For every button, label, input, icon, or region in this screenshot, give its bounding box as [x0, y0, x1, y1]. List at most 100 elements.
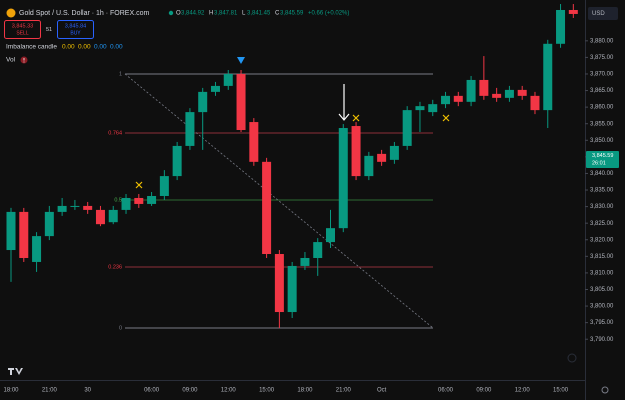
- fib-trendline: [124, 73, 434, 329]
- candle-body: [556, 9, 566, 44]
- fib-label: 0.764: [108, 130, 122, 136]
- sell-button[interactable]: [4, 20, 41, 39]
- price-tag-price: 3,845.59: [592, 153, 613, 159]
- candle-body: [83, 205, 93, 210]
- y-tick-label: 3,810.00: [590, 270, 614, 276]
- candle-body: [95, 209, 105, 225]
- fib-label: 0: [119, 325, 122, 331]
- candle-body: [453, 95, 463, 102]
- candle-body: [504, 89, 514, 98]
- candle-body: [313, 242, 323, 258]
- x-tick-label: 15:00: [259, 388, 275, 394]
- ohlc-key: L: [242, 11, 246, 17]
- y-tick-label: 3,870.00: [590, 72, 614, 78]
- y-tick-label: 3,865.00: [590, 88, 614, 94]
- axes: 3,790.00 3,795.00 3,800.00 3,805.00 3,810.00…: [3, 38, 614, 393]
- x-tick-label: 18:00: [297, 388, 313, 394]
- candle-body: [236, 73, 246, 131]
- candle-body: [441, 95, 451, 105]
- buy-button[interactable]: [57, 20, 94, 39]
- ohlc-key: C: [275, 11, 280, 17]
- indicator-value: 0.00: [62, 44, 75, 51]
- indicator-value: 0.00: [78, 44, 91, 51]
- candle-body: [402, 110, 412, 146]
- ohlc-value: 3,844.92: [181, 11, 205, 17]
- currency-button[interactable]: [588, 7, 618, 20]
- candle-body: [44, 211, 54, 237]
- candle-body: [185, 112, 195, 146]
- x-tick-label: 30: [84, 388, 91, 394]
- plot-area: 1 0.764 0.5 0.236 0: [6, 4, 578, 331]
- y-tick-label: 3,805.00: [590, 287, 614, 293]
- y-tick-label: 3,850.00: [590, 138, 614, 144]
- candle-body: [287, 265, 297, 313]
- ohlc-value: 3,841.45: [247, 11, 271, 17]
- candle-body: [262, 161, 272, 255]
- x-tick-label: 12:00: [221, 388, 237, 394]
- x-markers: [135, 114, 450, 189]
- y-tick-label: 3,825.00: [590, 221, 614, 227]
- ohlc-key: H: [209, 11, 213, 17]
- candle-body: [351, 126, 361, 177]
- candle-body: [364, 155, 374, 177]
- x-tick-label: 06:00: [144, 388, 160, 394]
- candle-body: [517, 89, 527, 96]
- indicator-value: 0.00: [94, 44, 107, 51]
- ohlc-value: 3,847.81: [214, 11, 238, 17]
- y-tick-label: 3,875.00: [590, 55, 614, 61]
- sell-label: SELL: [16, 30, 28, 36]
- candle-body: [19, 211, 29, 258]
- candle-body: [530, 95, 540, 111]
- candle-body: [300, 257, 310, 266]
- symbol-icon[interactable]: [6, 8, 16, 18]
- candle-body: [249, 122, 259, 162]
- candle-body: [198, 91, 208, 113]
- sell-price: 3,845.33: [12, 23, 33, 29]
- x-tick-label: 09:00: [476, 388, 492, 394]
- candle-body: [147, 195, 157, 204]
- y-tick-label: 3,835.00: [590, 188, 614, 194]
- ohlc-legend: O 3,844.92 H 3,847.81 L 3,841.45 C 3,845.59 +0.6…: [176, 11, 349, 17]
- x-tick-label: 15:00: [553, 388, 569, 394]
- price-tag: [586, 151, 619, 168]
- candle-body: [568, 9, 578, 14]
- x-tick-label: 12:00: [515, 388, 531, 394]
- y-tick-label: 3,800.00: [590, 304, 614, 310]
- x-tick-label: 21:00: [42, 388, 58, 394]
- x-tick-label: 18:00: [3, 388, 19, 394]
- y-tick-label: 3,855.00: [590, 121, 614, 127]
- price-tag-countdown: 26:01: [592, 160, 606, 166]
- y-tick-label: 3,830.00: [590, 204, 614, 210]
- candle-body: [159, 176, 169, 196]
- candle-body: [210, 85, 220, 92]
- currency: USD: [592, 11, 605, 17]
- scroll-button[interactable]: [567, 353, 577, 363]
- y-tick-label: 3,815.00: [590, 254, 614, 260]
- candle-body: [543, 43, 553, 111]
- buy-label: BUY: [70, 30, 81, 36]
- tv-logo[interactable]: [8, 368, 23, 375]
- x-tick-label: 06:00: [438, 388, 454, 394]
- candle-body: [70, 205, 80, 207]
- indicator-value: 0.00: [110, 44, 123, 51]
- change: +0.66 (+0.02%): [308, 11, 349, 17]
- triangle-marker: [237, 57, 245, 64]
- buy-price: 3,845.84: [65, 23, 86, 29]
- market-status: [168, 10, 174, 16]
- x-tick-label: Oct: [377, 388, 387, 394]
- symbol-title[interactable]: Gold Spot / U.S. Dollar · 1h · FOREX.com: [19, 10, 149, 17]
- y-tick-label: 3,840.00: [590, 171, 614, 177]
- indicator-name: Imbalance candle: [6, 44, 57, 51]
- y-tick-label: 3,790.00: [590, 337, 614, 343]
- candle-body: [338, 128, 348, 229]
- volume-warning-icon[interactable]: [20, 56, 28, 64]
- candle-body: [326, 228, 335, 243]
- x-tick-label: 09:00: [182, 388, 198, 394]
- settings-icon[interactable]: [601, 386, 609, 394]
- candle-body: [466, 79, 476, 102]
- fib-label: 1: [119, 71, 122, 77]
- candle-body: [6, 211, 16, 251]
- candle-body: [428, 104, 438, 113]
- ohlc-value: 3,845.59: [280, 11, 304, 17]
